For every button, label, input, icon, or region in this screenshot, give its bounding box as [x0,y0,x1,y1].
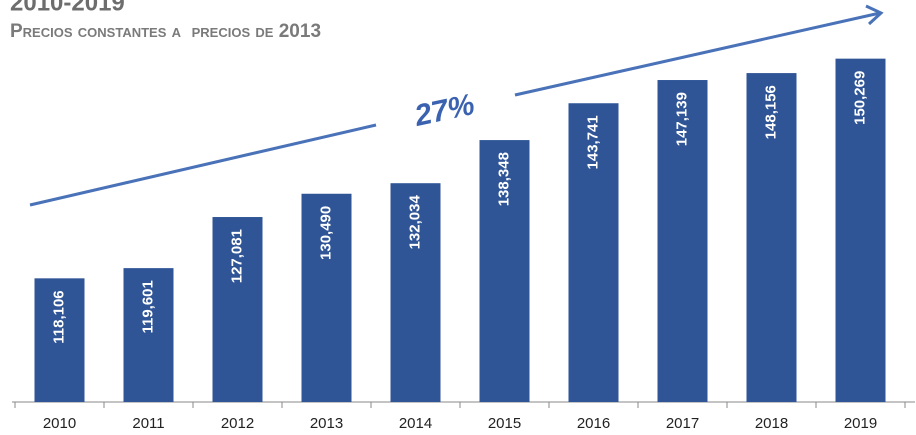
x-tick-label: 2016 [577,415,610,432]
value-label: 150,269 [851,71,868,125]
x-tick-label: 2015 [488,415,521,432]
arrow-line [29,123,377,207]
x-tick-label: 2019 [844,415,877,432]
bar [301,193,352,402]
trend-arrow [29,4,884,207]
annotation: 27% [411,88,478,133]
x-tick-label: 2017 [666,415,699,432]
value-label: 119,601 [139,280,156,333]
x-tick-label: 2018 [755,415,788,432]
value-label: 147,139 [673,92,690,146]
bar [568,103,619,402]
bar [479,140,530,402]
bar [123,268,174,402]
bar [390,183,441,402]
chart-subtitle: Precios constantes a precios de 2013 [10,21,321,42]
bar [746,73,797,402]
value-label: 148,156 [762,85,779,139]
arrow-head [865,4,884,26]
value-label: 127,081 [228,229,245,283]
value-label: 132,034 [406,195,423,250]
x-tick-label: 2010 [43,415,76,432]
bar [835,58,886,402]
value-label: 130,490 [317,206,334,260]
bar [34,278,85,402]
x-tick-label: 2012 [221,415,254,432]
value-label: 118,106 [50,290,67,343]
value-label: 138,348 [495,152,512,206]
arrow-line [514,11,881,97]
bar [657,80,708,402]
x-tick-label: 2011 [132,415,164,432]
x-tick-label: 2014 [399,415,432,432]
chart-title: 2010-2019 [10,0,125,16]
value-label: 143,741 [584,115,601,169]
x-tick-label: 2013 [310,415,343,432]
bar [212,217,263,402]
